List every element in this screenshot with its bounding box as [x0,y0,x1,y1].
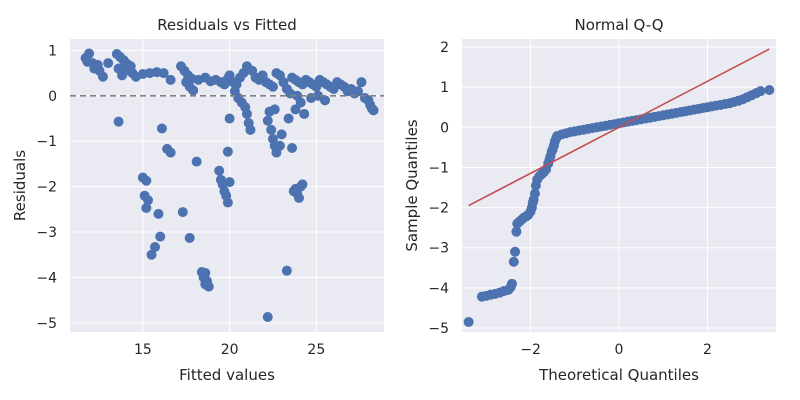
data-point [153,208,164,219]
x-tick-label: 15 [134,342,152,358]
data-point [276,129,287,140]
data-point [184,232,195,243]
y-tick-label: −1 [428,160,449,176]
data-point [165,147,176,158]
data-point [297,179,308,190]
data-point [165,74,176,85]
data-point [511,226,522,237]
y-tick-label: −2 [36,180,57,196]
y-tick-label: 1 [48,43,57,59]
data-point [299,108,310,119]
data-point [103,58,114,69]
y-tick-label: −3 [428,241,449,257]
data-point [97,71,108,82]
data-point [320,95,331,106]
data-point [156,123,167,134]
y-tick-label: −5 [36,316,57,332]
data-point [113,116,124,127]
x-axis-label: Fitted values [179,366,275,384]
data-point [141,175,152,186]
data-point [222,146,233,157]
data-point [143,195,154,206]
data-point [306,93,317,104]
data-point [224,113,235,124]
data-point [368,105,379,116]
y-tick-label: 0 [440,120,449,136]
data-point [188,85,199,96]
data-point [191,156,202,167]
scatter-points [80,48,379,323]
data-point [89,63,100,74]
x-tick-label: 20 [221,342,239,358]
data-point [262,115,273,126]
x-tick-label: 0 [615,342,624,358]
data-point [177,207,188,218]
data-point [463,316,474,327]
data-point [510,246,521,257]
y-axis-label: Sample Quantiles [403,119,421,251]
data-point [274,140,285,151]
data-point [508,256,519,267]
data-point [241,108,252,119]
data-point [146,249,157,260]
data-point [290,104,301,115]
qq-reference-line [468,48,770,207]
y-axis-label: Residuals [11,150,29,221]
data-point [222,197,233,208]
scatter-points [463,84,775,327]
data-point [267,81,278,92]
data-point [245,124,256,135]
data-point [755,86,766,97]
data-point [203,281,214,292]
data-point [117,70,128,81]
data-point [293,192,304,203]
data-point [141,202,152,213]
data-point [295,97,306,108]
data-point [262,312,273,323]
y-tick-label: −3 [36,225,57,241]
data-point [529,188,540,199]
data-point [155,231,166,242]
x-axis-label: Theoretical Quantiles [538,366,699,384]
y-tick-label: 0 [48,89,57,105]
data-point [287,143,298,154]
data-point [266,124,277,135]
chart-title: Normal Q-Q [574,16,663,34]
y-tick-label: −2 [428,201,449,217]
y-tick-label: −4 [428,281,449,297]
x-tick-label: 25 [307,342,325,358]
y-tick-label: 2 [440,40,449,56]
data-point [84,48,95,59]
data-point [356,77,367,88]
y-tick-label: −4 [36,270,57,286]
data-point [281,265,292,276]
data-point [150,242,161,253]
data-point [214,165,225,176]
data-point [82,56,93,67]
x-tick-label: 2 [703,342,712,358]
data-point [269,104,280,115]
x-tick-label: −2 [520,342,541,358]
data-point [506,278,517,289]
data-point [283,113,294,124]
normal-qq-chart: −2 0 2 −5 −4 −3 −2 −1 0 1 2 Normal Q-Q Theoretical Q… [403,16,776,384]
y-tick-label: 1 [440,80,449,96]
data-point [158,68,169,79]
y-tick-label: −1 [36,134,57,150]
data-point [764,84,775,95]
y-tick-label: −5 [428,321,449,337]
data-point [352,86,363,97]
data-point [224,177,235,188]
chart-title: Residuals vs Fitted [157,16,297,34]
residuals-vs-fitted-chart: 15 20 25 −5 −4 −3 −2 −1 0 1 Residuals vs Fitted Fit… [11,16,384,384]
